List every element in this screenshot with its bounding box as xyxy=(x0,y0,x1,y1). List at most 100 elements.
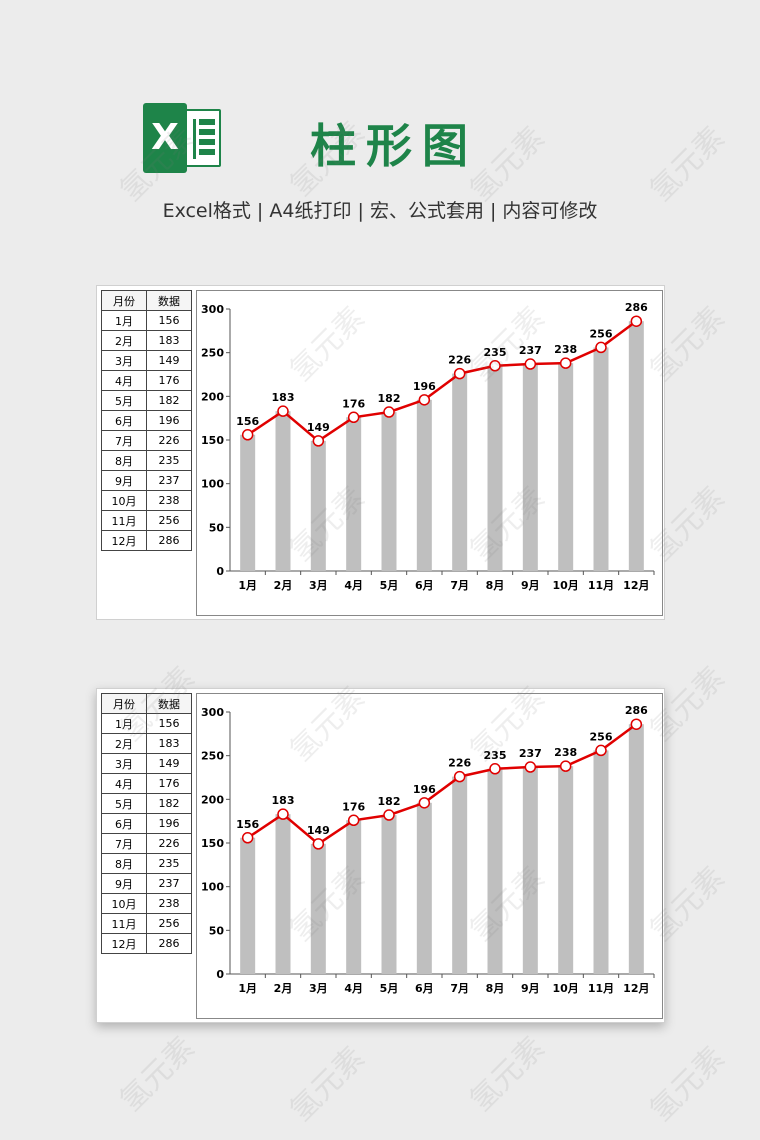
table-cell: 6月 xyxy=(101,410,147,431)
table-row: 3月 149 xyxy=(101,753,192,774)
table-cell: 9月 xyxy=(101,873,147,894)
table-cell: 226 xyxy=(146,833,192,854)
table-row: 8月 235 xyxy=(101,450,192,471)
table-row: 10月 238 xyxy=(101,893,192,914)
bar xyxy=(487,365,503,571)
data-point xyxy=(559,357,572,369)
data-point xyxy=(559,760,572,772)
table-cell: 7月 xyxy=(101,833,147,854)
table-cell: 11月 xyxy=(101,913,147,934)
table-cell: 12月 xyxy=(101,933,147,954)
data-point xyxy=(277,808,289,820)
table-header-cell: 数据 xyxy=(146,693,192,714)
data-label: 238 xyxy=(554,746,577,759)
data-point xyxy=(312,838,325,850)
chart-area: 0 50 100 150 200 250 300 1月 2月 3月 4月 5月 6月 7月 8月 9月 10月 1… xyxy=(196,290,663,616)
data-label: 286 xyxy=(625,301,648,314)
table-row: 8月 235 xyxy=(101,853,192,874)
bar xyxy=(558,766,574,974)
table-cell: 286 xyxy=(146,530,192,551)
table-row: 6月 196 xyxy=(101,813,192,834)
data-label: 286 xyxy=(625,704,648,717)
bar xyxy=(275,814,291,974)
data-point xyxy=(312,435,325,447)
table-cell: 196 xyxy=(146,813,192,834)
table-row: 4月 176 xyxy=(101,773,192,794)
data-label: 183 xyxy=(272,391,295,404)
x-tick-label: 11月 xyxy=(588,982,614,995)
y-tick-label: 200 xyxy=(201,390,224,403)
data-label: 156 xyxy=(236,818,259,831)
table-row: 11月 256 xyxy=(101,913,192,934)
data-point xyxy=(489,763,501,775)
data-label: 196 xyxy=(413,380,436,393)
x-tick-label: 1月 xyxy=(238,579,257,592)
x-tick-label: 5月 xyxy=(380,982,399,995)
table-cell: 7月 xyxy=(101,430,147,451)
bar xyxy=(275,411,291,571)
data-label: 226 xyxy=(448,354,471,367)
table-cell: 149 xyxy=(146,753,192,774)
data-point xyxy=(630,315,643,327)
data-point xyxy=(453,770,466,783)
y-tick-label: 250 xyxy=(201,750,224,763)
page-header: X 柱形图 Excel格式 | A4纸打印 | 宏、公式套用 | 内容可修改 xyxy=(0,0,760,250)
x-tick-label: 7月 xyxy=(450,579,469,592)
table-cell: 8月 xyxy=(101,450,147,471)
bar xyxy=(628,724,644,974)
data-label: 176 xyxy=(342,800,365,813)
table-cell: 182 xyxy=(146,390,192,411)
bar xyxy=(416,802,432,974)
x-tick-label: 9月 xyxy=(521,982,540,995)
table-cell: 2月 xyxy=(101,330,147,351)
x-tick-label: 5月 xyxy=(380,579,399,592)
bar xyxy=(381,412,397,571)
data-point xyxy=(347,814,360,827)
table-row: 7月 226 xyxy=(101,833,192,854)
table-header-row: 月份 数据 xyxy=(101,290,192,311)
y-tick-label: 100 xyxy=(201,478,224,491)
x-tick-label: 4月 xyxy=(344,579,363,592)
table-cell: 176 xyxy=(146,773,192,794)
data-point xyxy=(630,718,643,730)
data-label: 149 xyxy=(307,421,330,434)
x-tick-label: 8月 xyxy=(486,579,505,592)
table-row: 1月 156 xyxy=(101,713,192,734)
bar xyxy=(593,347,609,571)
data-point xyxy=(595,341,607,354)
table-cell: 182 xyxy=(146,793,192,814)
x-tick-label: 1月 xyxy=(238,982,257,995)
bar-line-chart: 0 50 100 150 200 250 300 1月 2月 3月 4月 5月 6月 7月 8月 9月 10月 1… xyxy=(201,704,655,995)
data-point xyxy=(277,405,289,417)
bar xyxy=(558,363,574,571)
bar xyxy=(240,837,256,974)
table-cell: 256 xyxy=(146,510,192,531)
data-point xyxy=(489,360,501,372)
x-tick-label: 6月 xyxy=(415,579,434,592)
table-cell: 5月 xyxy=(101,793,147,814)
data-label: 256 xyxy=(590,327,613,340)
y-tick-label: 250 xyxy=(201,347,224,360)
bar xyxy=(593,750,609,974)
bar xyxy=(522,767,538,974)
data-point xyxy=(347,411,360,424)
table-row: 12月 286 xyxy=(101,530,192,551)
page-title: 柱形图 xyxy=(310,119,478,173)
x-tick-label: 6月 xyxy=(415,982,434,995)
y-tick-label: 200 xyxy=(201,793,224,806)
x-tick-label: 10月 xyxy=(553,579,579,592)
table-cell: 156 xyxy=(146,310,192,331)
data-label: 235 xyxy=(484,749,507,762)
watermark-text: 氢元素 xyxy=(113,1030,202,1119)
table-cell: 11月 xyxy=(101,510,147,531)
x-tick-label: 7月 xyxy=(450,982,469,995)
y-tick-label: 300 xyxy=(201,303,224,316)
table-header-cell: 月份 xyxy=(101,290,147,311)
table-cell: 235 xyxy=(146,853,192,874)
y-tick-label: 50 xyxy=(209,924,225,937)
data-label: 183 xyxy=(272,794,295,807)
x-tick-label: 12月 xyxy=(623,579,649,592)
data-label: 235 xyxy=(484,346,507,359)
excel-logo-icon: X xyxy=(143,103,221,173)
watermark-text: 氢元素 xyxy=(643,1040,732,1129)
